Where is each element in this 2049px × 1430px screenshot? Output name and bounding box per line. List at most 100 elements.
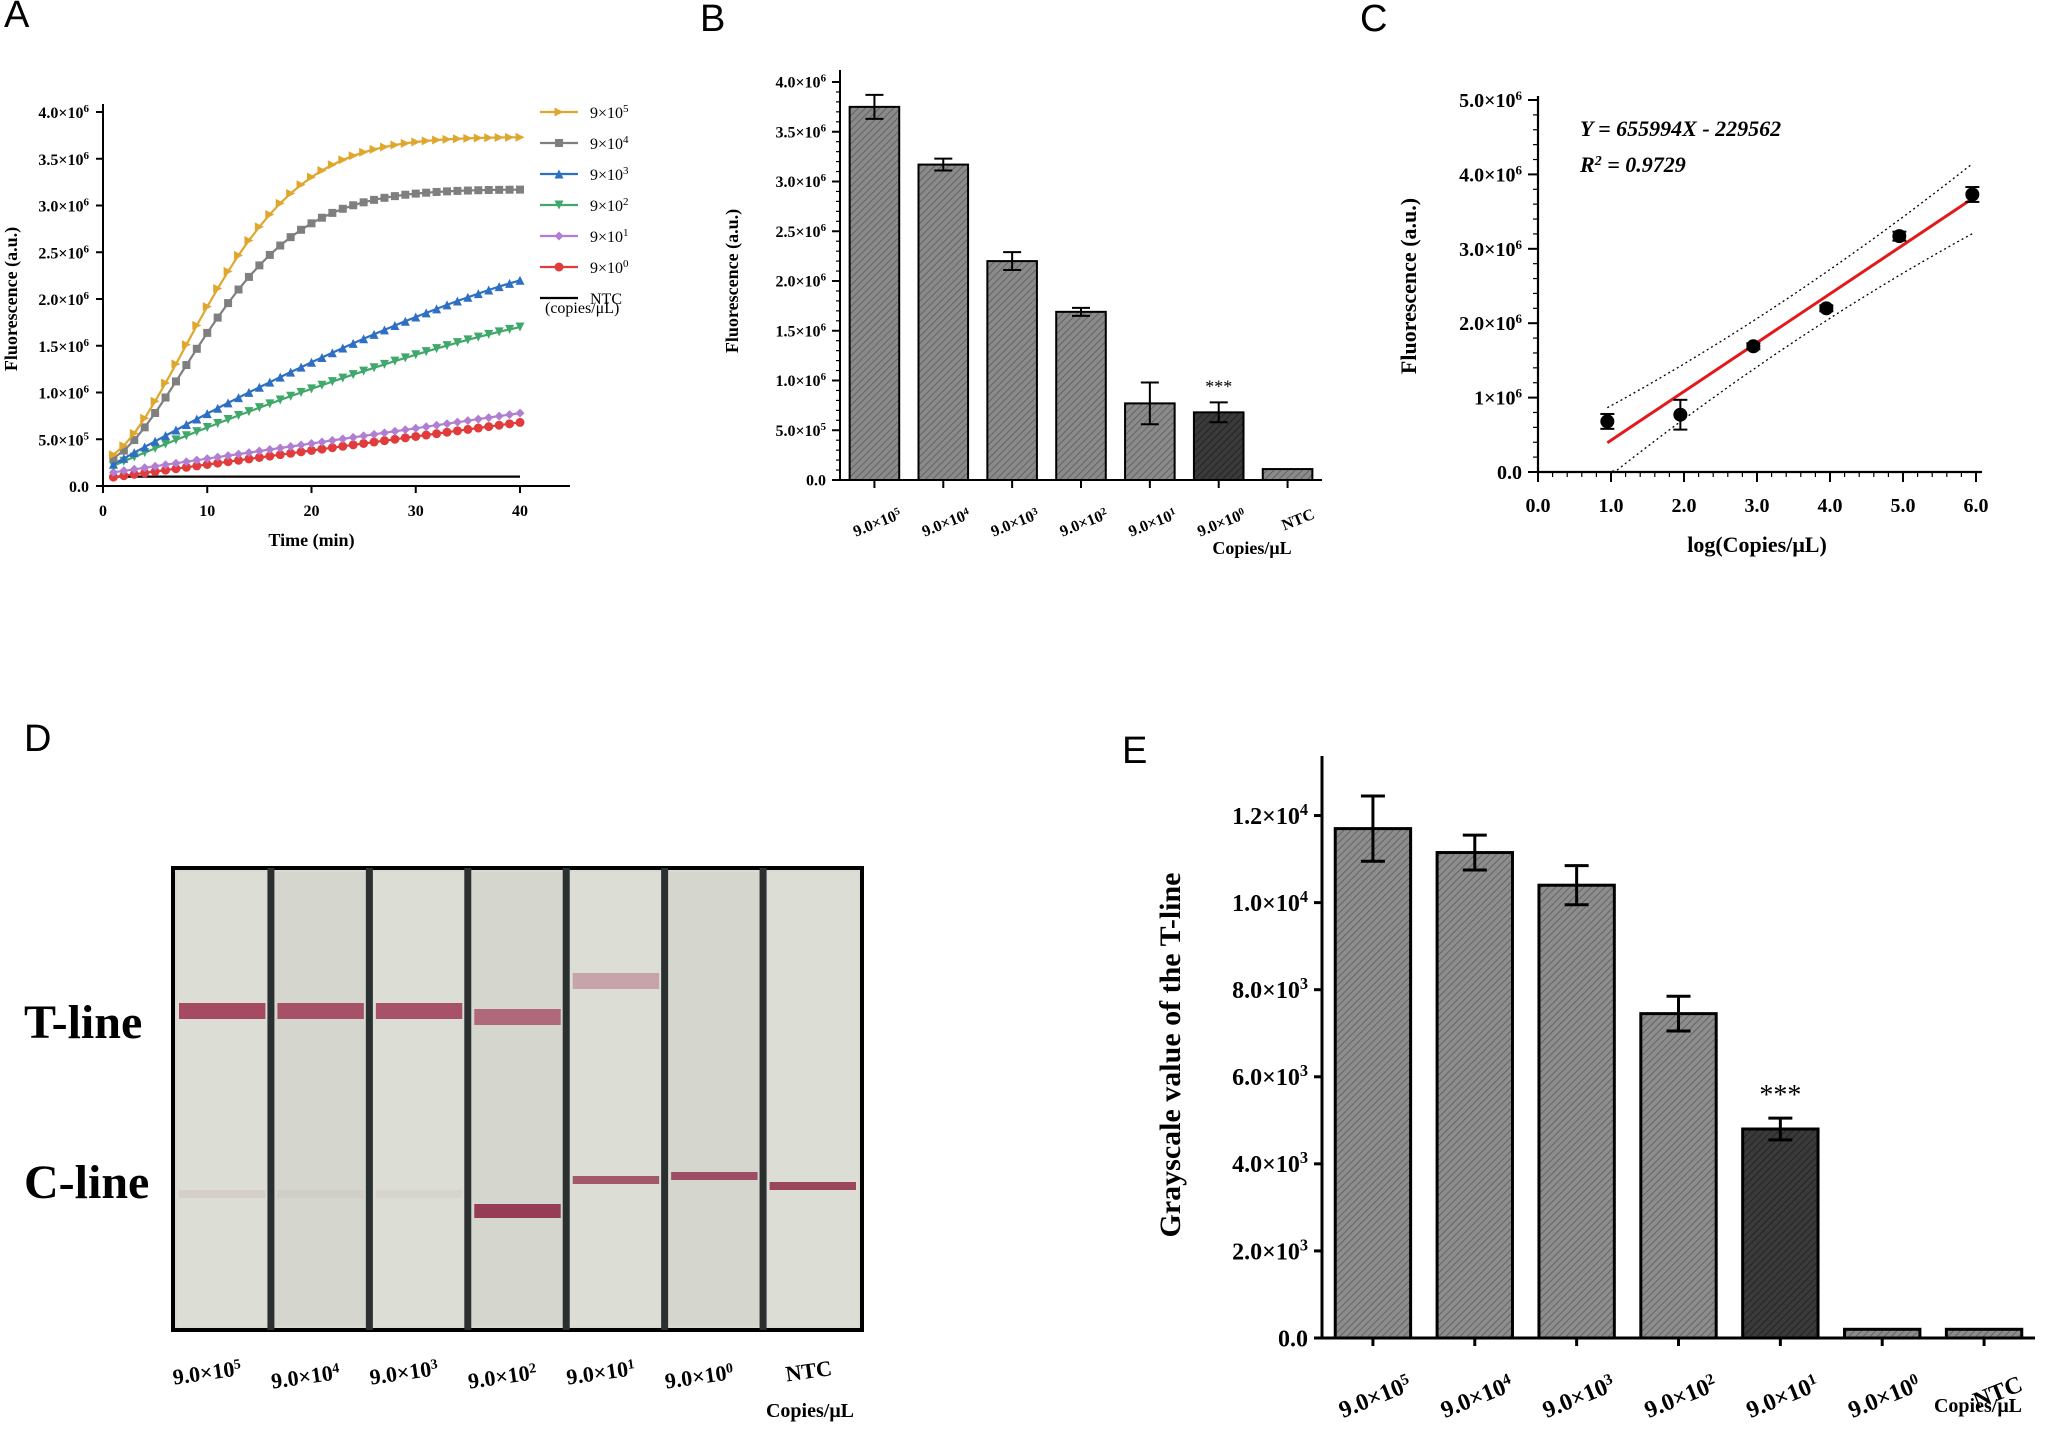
t-line-band	[179, 1003, 266, 1019]
strip-label: 9.0×101	[565, 1355, 637, 1389]
bar-rect	[1055, 310, 1107, 481]
point	[390, 192, 399, 201]
point	[255, 261, 264, 270]
point	[379, 428, 389, 438]
point	[338, 434, 348, 444]
e-axes: 0.0 2.0×103 4.0×103 6.0×103 8.0×103 1.0×104 1.…	[1154, 756, 2035, 1424]
bar	[848, 93, 901, 481]
point	[554, 231, 564, 241]
point	[140, 463, 150, 473]
point	[463, 416, 473, 426]
point	[463, 186, 472, 195]
panel-b-bar-chart: 0.0 5.0×105 1.0×106 1.5×106 2.0×106 2.5×106 3.…	[722, 70, 1322, 558]
x-tick-label: 9.0×103	[1539, 1370, 1619, 1424]
point	[192, 320, 202, 330]
point	[223, 266, 233, 276]
point	[202, 409, 212, 419]
t-line-band	[277, 1003, 364, 1019]
strip-divider	[267, 868, 275, 1330]
point	[338, 204, 347, 213]
data-point	[1965, 186, 1980, 203]
point	[494, 282, 504, 292]
panel-d-letter: D	[24, 718, 52, 760]
significance-label: ***	[1759, 1080, 1801, 1111]
point	[411, 312, 421, 322]
strip-unit-label: Copies/μL	[766, 1400, 854, 1422]
point	[442, 427, 452, 437]
point	[181, 420, 191, 430]
strip-membrane	[570, 872, 662, 1326]
strip-divider	[562, 868, 570, 1330]
bar-rect	[1261, 468, 1314, 481]
point	[234, 393, 244, 403]
point	[390, 426, 400, 436]
point	[453, 186, 462, 195]
y-axis-label: Fluorescence (a.u.)	[1396, 198, 1421, 374]
point	[254, 382, 264, 392]
confidence-band-lower	[1607, 233, 1973, 473]
point	[421, 308, 431, 318]
point	[108, 459, 118, 469]
point	[473, 423, 483, 433]
point	[140, 423, 149, 432]
point	[130, 436, 139, 445]
x-tick-label: 30	[408, 503, 424, 520]
test-strip	[570, 872, 662, 1326]
strip-photo: 9.0×105 9.0×104 9.0×103 9.0×102 9.0×101 9.0×1…	[171, 866, 864, 1394]
point	[254, 446, 264, 456]
test-strip	[472, 872, 563, 1326]
bar-rect	[1333, 827, 1413, 1340]
x-tick-label: 9.0×105	[1335, 1370, 1415, 1424]
equation-annotation: Y = 655994X - 229562 R2 = 0.9729	[1579, 116, 1781, 177]
point	[348, 370, 358, 380]
data-point	[1746, 339, 1761, 354]
x-tick-label: 2.0	[1672, 495, 1697, 517]
bar	[1537, 864, 1616, 1340]
point	[254, 222, 264, 232]
x-tick-label: 9.0×104	[920, 505, 973, 540]
point	[359, 438, 369, 448]
strip-membrane	[669, 872, 760, 1326]
panel-a-letter: A	[4, 0, 30, 36]
point	[161, 460, 171, 470]
point	[327, 160, 337, 170]
point	[442, 134, 452, 144]
point	[275, 372, 285, 382]
y-tick-label: 5.0×106	[1459, 88, 1522, 113]
point	[234, 250, 244, 260]
test-strip	[373, 872, 465, 1326]
test-strip	[177, 872, 268, 1326]
point	[495, 185, 504, 194]
point	[327, 348, 337, 358]
point	[244, 272, 253, 281]
point	[359, 147, 369, 157]
point	[317, 213, 326, 222]
test-strip	[669, 872, 760, 1326]
strip-divider	[759, 868, 767, 1330]
series-path	[112, 279, 521, 466]
legend-label: 9×104	[590, 134, 629, 153]
point	[181, 457, 191, 467]
point	[265, 445, 275, 455]
point	[213, 403, 223, 413]
legend-label: 9×101	[590, 227, 629, 246]
point	[296, 388, 306, 398]
point	[223, 398, 233, 408]
strip-membrane	[275, 872, 366, 1326]
point	[296, 180, 306, 190]
point	[516, 185, 524, 194]
point	[317, 380, 327, 390]
test-strip	[275, 872, 366, 1326]
point	[108, 467, 118, 477]
point-marker	[1892, 229, 1907, 244]
x-tick-label: 10	[199, 503, 215, 520]
point	[505, 278, 515, 288]
regression	[1606, 163, 1974, 473]
series-line	[108, 417, 525, 482]
strip-divider	[365, 868, 373, 1330]
y-tick-label: 2.0×106	[38, 290, 89, 309]
y-tick-label: 4.0×103	[1232, 1148, 1308, 1179]
point	[213, 458, 223, 468]
legend-label: 9×100	[590, 258, 629, 277]
x-tick-label: 6.0	[1964, 495, 1989, 517]
